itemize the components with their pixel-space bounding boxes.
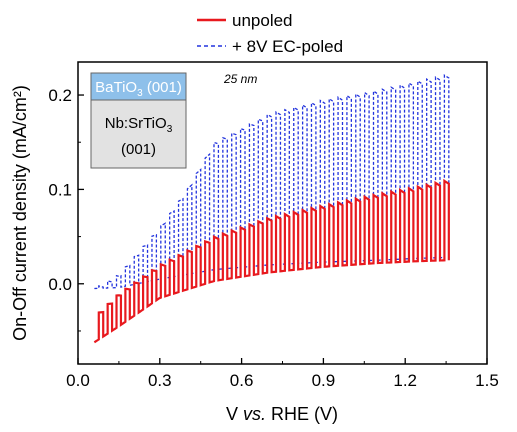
legend: unpoled + 8V EC-poled: [197, 11, 343, 56]
series-line-unpoled: [93, 178, 450, 344]
x-tick-label: 0.6: [230, 371, 254, 390]
legend-entry-unpoled: unpoled: [232, 11, 293, 30]
x-axis-title: V vs. RHE (V): [226, 404, 338, 424]
x-tick-label: 1.5: [475, 371, 499, 390]
inset-nbsrtio3-layer: [90, 99, 187, 169]
legend-entry-ec-poled: + 8V EC-poled: [232, 37, 343, 56]
axis-ticks: 0.0 0.3 0.6 0.9 1.2 1.5 0.0 0.1 0.2: [48, 86, 498, 390]
x-tick-label: 0.3: [148, 371, 172, 390]
inset-batio3-label: BaTiO3 (001): [95, 79, 182, 99]
y-tick-label: 0.0: [48, 275, 72, 294]
thickness-annotation: 25 nm: [223, 72, 257, 86]
inset-nbsrtio3-label: Nb:SrTiO3: [105, 115, 173, 135]
inset-batio3-layer: [90, 72, 187, 101]
x-tick-label: 1.2: [393, 371, 417, 390]
inset-diagram: BaTiO3 (001) Nb:SrTiO3 (001): [90, 72, 187, 169]
series-layer: [93, 74, 450, 344]
x-tick-label: 0.9: [312, 371, 336, 390]
x-tick-label: 0.0: [66, 371, 90, 390]
inset-nbsrtio3-orientation: (001): [121, 141, 156, 158]
y-axis-title: On-Off current density (mA/cm²): [10, 85, 30, 341]
y-tick-label: 0.1: [48, 180, 72, 199]
y-tick-label: 0.2: [48, 86, 72, 105]
